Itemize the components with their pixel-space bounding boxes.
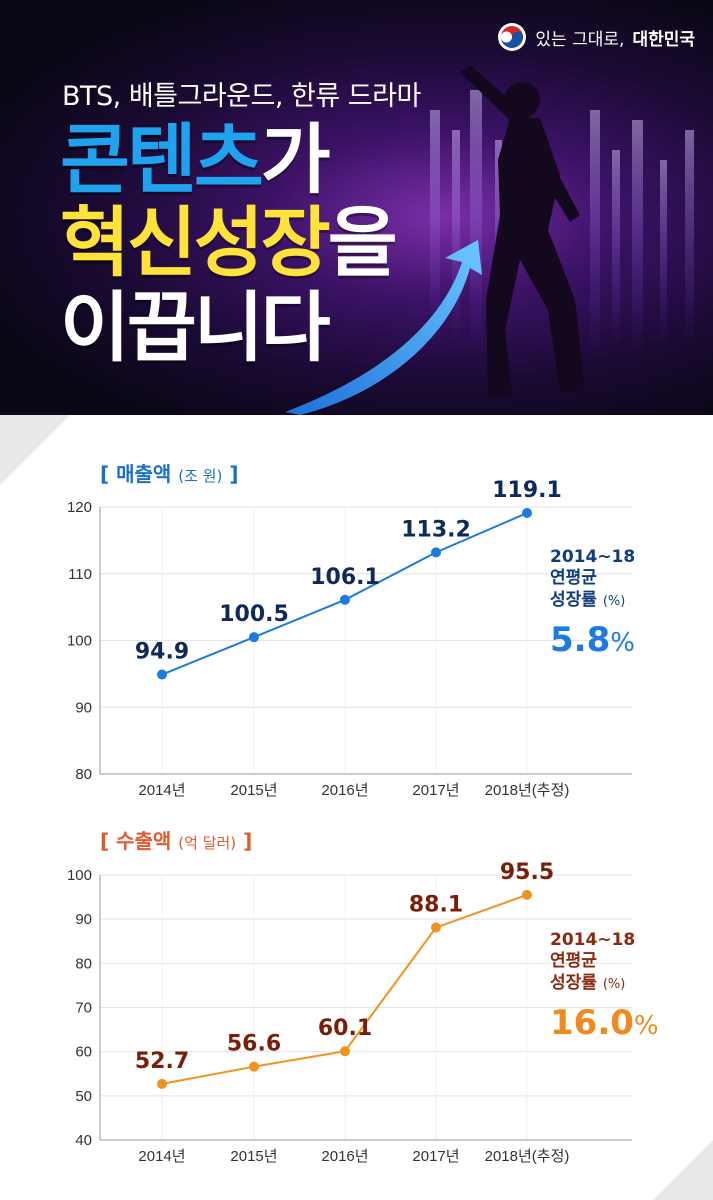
sales-xtick-2: 2016년 (321, 782, 368, 799)
export-growth-value: 16.0% (550, 1002, 659, 1045)
sales-growth-pct-unit: (%) (602, 593, 626, 609)
headline-particle-1: 가 (260, 115, 331, 204)
export-xtick-0: 2014년 (138, 1148, 185, 1165)
sales-growth-value: 5.8% (550, 619, 635, 662)
sales-growth-label2: 성장률 (550, 589, 597, 610)
hero-subtitle: BTS, 배틀그라운드, 한류 드라마 (62, 81, 421, 112)
sales-ytick-0: 80 (75, 766, 92, 783)
sales-data-label-2: 106.1 (310, 565, 380, 590)
sales-chart-title: [ 매출액 (조 원) ] (100, 458, 238, 487)
sales-point-2 (340, 594, 350, 605)
sales-title-close: ] (229, 462, 239, 486)
dancer-silhouette (460, 65, 585, 395)
export-data-label-0: 52.7 (135, 1049, 189, 1074)
brand-prefix: 있는 그대로, (535, 29, 625, 50)
export-ytick-6: 100 (67, 867, 92, 884)
content-area (0, 415, 713, 1200)
headline-line-2: 혁신성장을 (60, 205, 398, 281)
export-data-label-4: 95.5 (500, 860, 554, 885)
sales-growth-sign: % (610, 627, 635, 658)
sales-data-label-0: 94.9 (135, 640, 189, 665)
export-growth-sign: % (633, 1010, 659, 1041)
export-growth-label1: 연평균 (550, 951, 597, 972)
brand-name: 대한민국 (632, 29, 695, 50)
sales-ytick-2: 100 (67, 633, 92, 650)
export-point-4 (522, 889, 532, 900)
headline-particle-2: 을 (327, 198, 398, 287)
corner-decoration-top (0, 415, 70, 485)
sales-title-unit: (조 원) (178, 467, 223, 485)
export-xtick-2: 2016년 (321, 1148, 368, 1165)
sales-data-label-3: 113.2 (401, 517, 471, 542)
sales-growth-label1: 연평균 (550, 568, 597, 589)
export-data-label-1: 56.6 (227, 1032, 281, 1057)
export-growth-label2: 성장률 (550, 972, 597, 993)
sales-xtick-3: 2017년 (412, 782, 459, 799)
export-line-chart: 40 50 60 70 80 90 100 2014년 2015년 2016년 2017년 2018년… (67, 860, 632, 1165)
sales-point-1 (249, 632, 259, 643)
rising-arrow (285, 240, 482, 415)
sales-growth-rate: 2014~18 연평균 성장률 (%) 5.8% (550, 547, 635, 661)
export-data-label-2: 60.1 (318, 1016, 372, 1041)
sales-xtick-4: 2018년(추정) (485, 782, 570, 799)
export-point-0 (157, 1078, 167, 1089)
export-growth-rate: 2014~18 연평균 성장률 (%) 16.0% (550, 930, 659, 1044)
sales-point-3 (431, 547, 441, 558)
headline-line-3: 이끕니다 (60, 283, 331, 372)
sales-ytick-4: 120 (67, 499, 92, 516)
headline-contents: 콘텐츠 (60, 115, 264, 204)
sales-point-0 (157, 669, 167, 680)
export-xtick-1: 2015년 (230, 1148, 277, 1165)
export-ytick-2: 60 (75, 1044, 92, 1061)
sales-data-label-1: 100.5 (219, 602, 289, 627)
sales-data-label-4: 119.1 (492, 480, 562, 503)
export-ytick-3: 70 (75, 1000, 92, 1017)
export-growth-period: 2014~18 (550, 930, 636, 950)
sales-ytick-1: 90 (75, 699, 92, 716)
export-xtick-3: 2017년 (412, 1148, 459, 1165)
export-data-label-3: 88.1 (409, 893, 463, 918)
export-title-text: [ 수출액 (100, 829, 172, 853)
brand-logo: 있는 그대로, 대한민국 (497, 22, 695, 52)
export-point-3 (431, 922, 441, 933)
corner-decoration-bottom (653, 1140, 713, 1200)
hero-banner: 있는 그대로, 대한민국 BTS, 배틀그라운드, 한류 드라마 콘텐츠가 혁신… (0, 0, 713, 415)
headline-line-1: 콘텐츠가 (60, 122, 331, 198)
export-chart-title: [ 수출액 (억 달러) ] (100, 825, 252, 854)
export-growth-number: 16.0 (550, 1002, 634, 1043)
export-point-1 (249, 1061, 259, 1072)
sales-line-chart: 80 90 100 110 120 2014년 2015년 2016년 2017년 2018년(추… (67, 480, 632, 799)
sales-point-4 (522, 508, 532, 519)
export-xtick-4: 2018년(추정) (485, 1148, 570, 1165)
export-ytick-1: 50 (75, 1088, 92, 1105)
export-growth-pct-unit: (%) (602, 976, 626, 992)
sales-growth-number: 5.8 (550, 619, 611, 660)
export-ytick-0: 40 (75, 1132, 92, 1149)
sales-growth-period: 2014~18 (550, 547, 636, 567)
sales-xtick-1: 2015년 (230, 782, 277, 799)
export-ytick-4: 80 (75, 955, 92, 972)
export-point-2 (340, 1046, 350, 1057)
export-title-unit: (억 달러) (178, 834, 237, 852)
sales-ytick-3: 110 (68, 566, 92, 583)
headline-innovation: 혁신성장 (60, 198, 331, 287)
sales-title-text: [ 매출액 (100, 462, 172, 486)
export-ytick-5: 90 (75, 911, 92, 928)
export-title-close: ] (243, 829, 253, 853)
hero-background-art (285, 65, 694, 415)
taegeuk-icon (498, 23, 527, 51)
sales-xtick-0: 2014년 (138, 782, 185, 799)
